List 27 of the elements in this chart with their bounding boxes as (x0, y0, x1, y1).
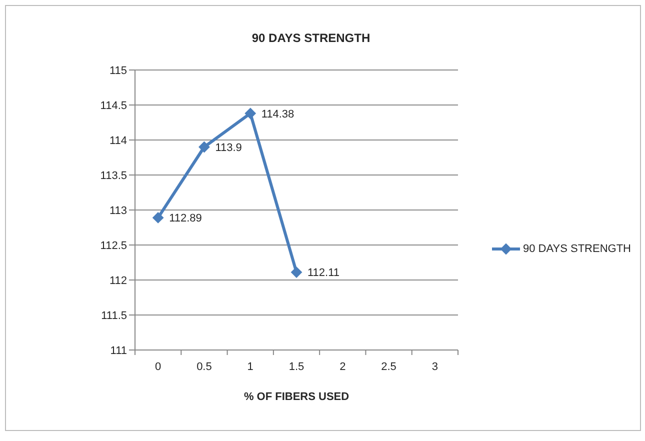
x-tick-label: 0.5 (196, 361, 212, 373)
y-tick-label: 111.5 (101, 310, 127, 322)
x-tick-label: 1.5 (288, 361, 304, 373)
y-tick-label: 113.5 (100, 170, 127, 182)
legend-label: 90 DAYS STRENGTH (523, 243, 631, 255)
y-tick-label: 115 (109, 64, 127, 77)
y-tick-label: 114.5 (100, 100, 127, 112)
point (244, 108, 256, 119)
x-tick-label: 0 (155, 361, 162, 373)
x-axis-title: % OF FIBERS USED (244, 391, 350, 403)
point (152, 212, 164, 224)
data-label: 112.11 (308, 267, 340, 280)
data-label: 112.89 (169, 212, 202, 225)
x-tick-label: 3 (432, 361, 438, 373)
y-tick-label: 113 (109, 204, 127, 217)
x-tick-label: 2 (340, 361, 346, 373)
y-tick-label: 111 (110, 344, 127, 357)
point (198, 142, 210, 152)
chart-title: 90 DAYS STRENGTH (252, 31, 370, 45)
x-tick-label: 2.5 (381, 361, 396, 373)
y-tick-label: 114 (109, 134, 127, 147)
data-label: 114.38 (261, 108, 294, 120)
x-tick-label: 1 (247, 361, 254, 373)
y-tick-label: 112 (109, 274, 127, 287)
y-tick-label: 112.5 (100, 240, 127, 252)
data-label: 113.9 (215, 142, 242, 154)
point (291, 266, 302, 278)
